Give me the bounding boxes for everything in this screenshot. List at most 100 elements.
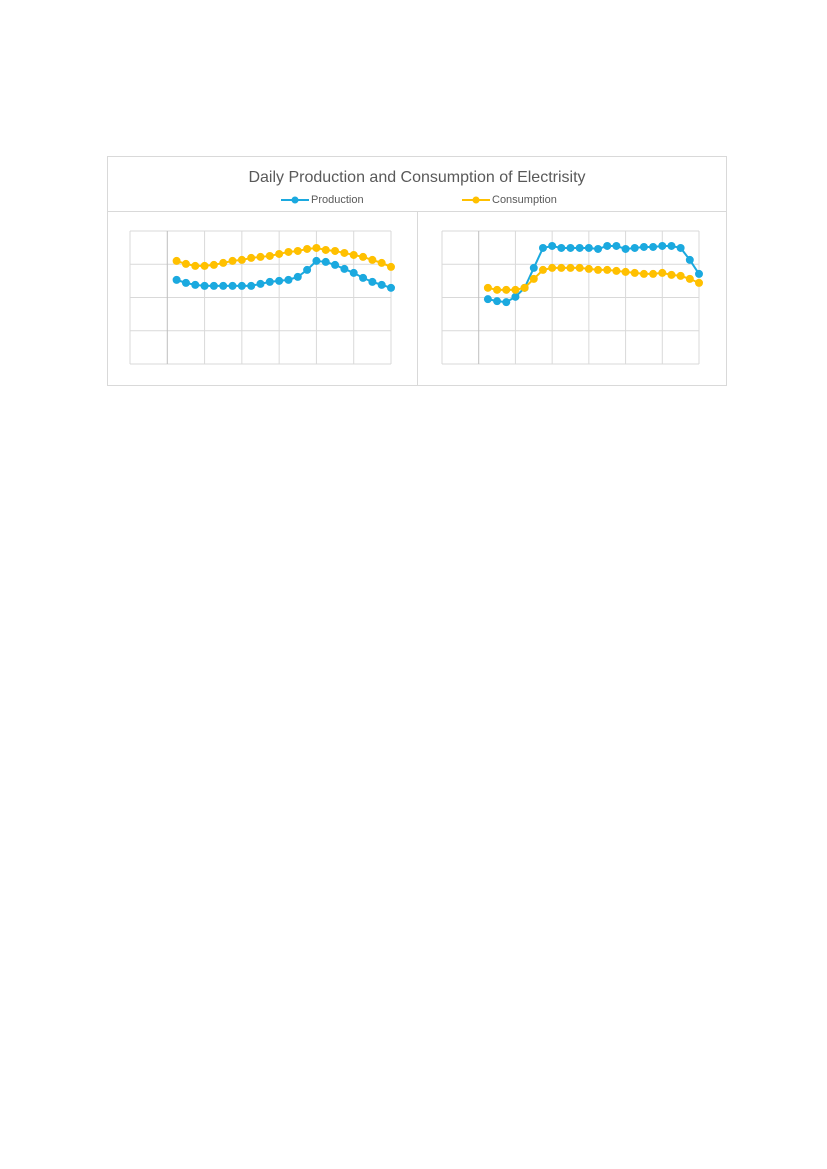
data-point bbox=[538, 243, 547, 252]
data-point bbox=[349, 250, 358, 259]
data-point bbox=[584, 264, 593, 273]
data-point bbox=[368, 255, 377, 264]
data-point bbox=[172, 275, 181, 284]
data-point bbox=[321, 257, 330, 266]
data-point bbox=[548, 241, 557, 250]
data-point bbox=[483, 283, 492, 292]
data-point bbox=[284, 275, 293, 284]
chart-title: Daily Production and Consumption of Elec… bbox=[248, 169, 585, 186]
data-point bbox=[557, 243, 566, 252]
data-point bbox=[594, 244, 603, 253]
data-point bbox=[200, 261, 209, 270]
data-point bbox=[520, 283, 529, 292]
data-point bbox=[695, 269, 703, 278]
data-point bbox=[312, 243, 321, 252]
data-point bbox=[359, 273, 368, 282]
data-point bbox=[676, 271, 685, 280]
data-point bbox=[181, 278, 190, 287]
data-point bbox=[483, 295, 492, 304]
legend-marker bbox=[472, 196, 480, 204]
legend-marker bbox=[291, 196, 299, 204]
data-point bbox=[511, 285, 520, 294]
data-point bbox=[275, 249, 284, 258]
data-point bbox=[191, 280, 200, 289]
data-point bbox=[603, 241, 612, 250]
data-point bbox=[247, 281, 256, 290]
data-point bbox=[639, 269, 648, 278]
data-point bbox=[340, 248, 349, 257]
data-point bbox=[548, 263, 557, 272]
data-point bbox=[387, 262, 395, 271]
data-point bbox=[649, 269, 658, 278]
data-point bbox=[575, 263, 584, 272]
data-point bbox=[566, 263, 575, 272]
data-point bbox=[331, 260, 340, 269]
data-point bbox=[511, 292, 520, 301]
data-point bbox=[172, 256, 181, 265]
data-point bbox=[219, 281, 228, 290]
data-point bbox=[502, 298, 511, 307]
data-point bbox=[387, 283, 395, 292]
data-point bbox=[209, 260, 218, 269]
data-point bbox=[612, 266, 621, 275]
data-point bbox=[359, 252, 368, 261]
data-point bbox=[228, 281, 237, 290]
data-point bbox=[566, 243, 575, 252]
data-point bbox=[377, 258, 386, 267]
data-point bbox=[493, 297, 502, 306]
data-point bbox=[676, 243, 685, 252]
legend-label: Production bbox=[311, 194, 364, 206]
data-point bbox=[667, 270, 676, 279]
data-point bbox=[667, 241, 676, 250]
data-point bbox=[256, 279, 265, 288]
data-point bbox=[256, 252, 265, 261]
data-point bbox=[603, 265, 612, 274]
data-point bbox=[368, 277, 377, 286]
data-point bbox=[630, 243, 639, 252]
data-point bbox=[630, 268, 639, 277]
data-point bbox=[502, 285, 511, 294]
data-point bbox=[557, 263, 566, 272]
data-point bbox=[349, 268, 358, 277]
data-point bbox=[265, 251, 274, 260]
data-point bbox=[209, 281, 218, 290]
legend-label: Consumption bbox=[492, 194, 557, 206]
data-point bbox=[493, 285, 502, 294]
data-point bbox=[303, 244, 312, 253]
data-point bbox=[685, 274, 694, 283]
data-point bbox=[639, 242, 648, 251]
data-point bbox=[594, 265, 603, 274]
data-point bbox=[303, 265, 312, 274]
data-point bbox=[340, 264, 349, 273]
data-point bbox=[685, 255, 694, 264]
data-point bbox=[228, 256, 237, 265]
data-point bbox=[584, 243, 593, 252]
data-point bbox=[200, 281, 209, 290]
data-point bbox=[529, 263, 538, 272]
data-point bbox=[658, 268, 667, 277]
data-point bbox=[191, 261, 200, 270]
data-point bbox=[247, 253, 256, 262]
data-point bbox=[237, 255, 246, 264]
data-point bbox=[312, 256, 321, 265]
data-point bbox=[529, 274, 538, 283]
data-point bbox=[321, 245, 330, 254]
data-point bbox=[377, 280, 386, 289]
data-point bbox=[265, 277, 274, 286]
data-point bbox=[538, 265, 547, 274]
data-point bbox=[658, 241, 667, 250]
data-point bbox=[293, 246, 302, 255]
data-point bbox=[181, 259, 190, 268]
data-point bbox=[649, 242, 658, 251]
data-point bbox=[284, 247, 293, 256]
data-point bbox=[331, 246, 340, 255]
data-point bbox=[695, 278, 703, 287]
data-point bbox=[219, 258, 228, 267]
data-point bbox=[275, 276, 284, 285]
data-point bbox=[612, 241, 621, 250]
data-point bbox=[621, 244, 630, 253]
data-point bbox=[237, 281, 246, 290]
data-point bbox=[621, 267, 630, 276]
